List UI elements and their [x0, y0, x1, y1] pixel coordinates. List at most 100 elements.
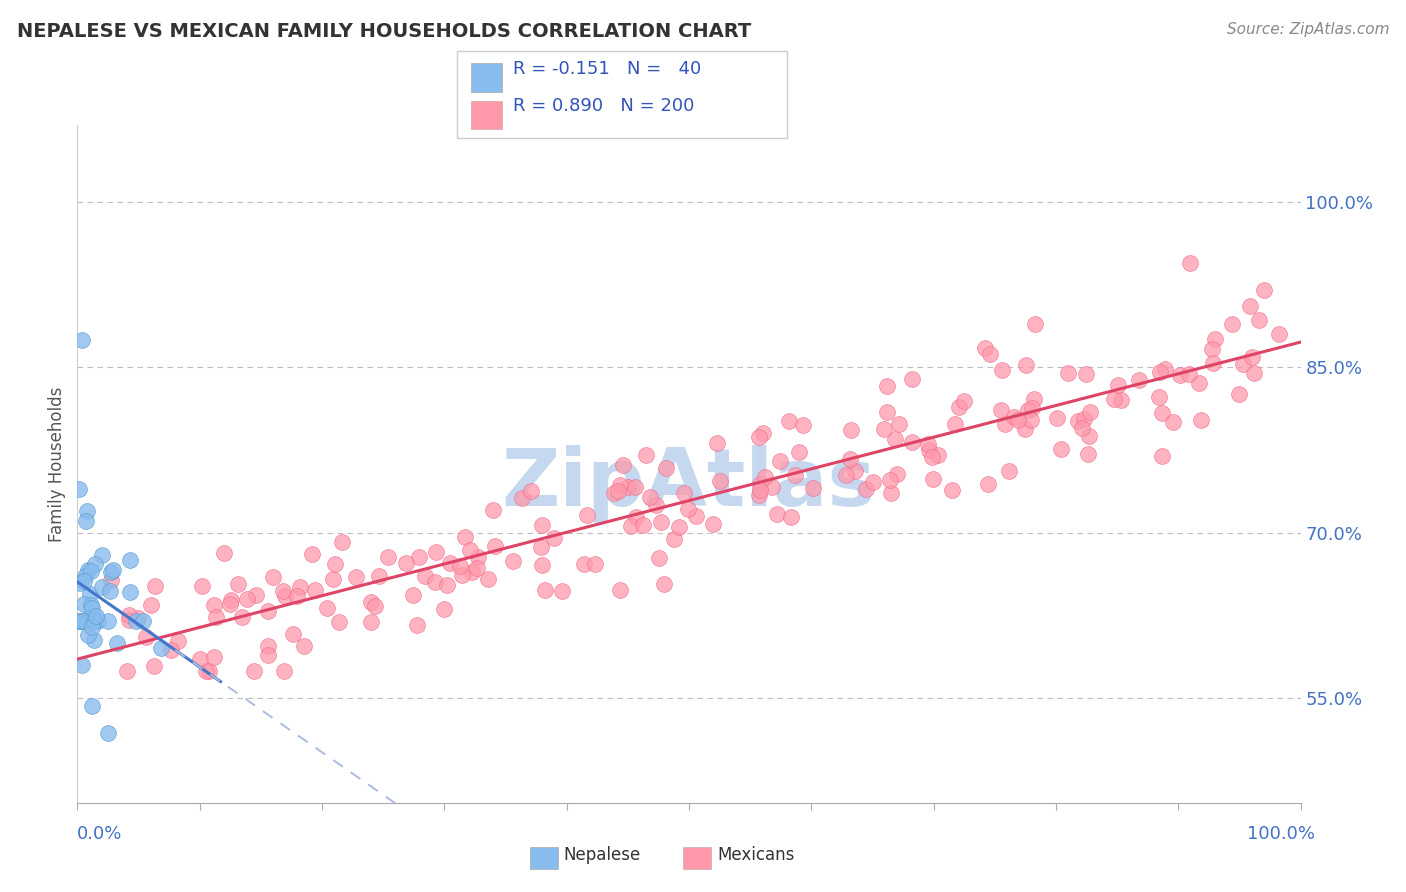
Point — [1150, 449, 1173, 463]
Point — [1268, 326, 1291, 341]
Point — [530, 517, 553, 532]
Point — [998, 464, 1021, 478]
Point — [977, 477, 1000, 491]
Point — [1180, 255, 1202, 269]
Point — [67, 614, 90, 628]
Point — [439, 556, 461, 570]
Point — [73, 597, 96, 611]
Point — [1150, 406, 1173, 420]
Point — [990, 403, 1012, 417]
Point — [127, 611, 149, 625]
Point — [673, 486, 696, 500]
Point — [921, 472, 943, 486]
Point — [917, 436, 939, 450]
Point — [454, 530, 477, 544]
Point — [583, 557, 606, 571]
Point — [344, 570, 367, 584]
Point — [394, 557, 416, 571]
Point — [245, 588, 267, 602]
Point — [73, 574, 96, 588]
Point — [534, 582, 557, 597]
Point — [1202, 356, 1225, 370]
Point — [461, 565, 484, 579]
Point — [1201, 343, 1223, 357]
Point — [323, 557, 346, 571]
Point — [1046, 410, 1069, 425]
Point — [1073, 412, 1095, 426]
Point — [607, 483, 630, 498]
Point — [118, 608, 141, 623]
Point — [1154, 362, 1177, 376]
Point — [271, 583, 294, 598]
Point — [322, 573, 344, 587]
Point — [620, 519, 643, 533]
Point — [543, 531, 565, 545]
Point — [1227, 387, 1250, 401]
Point — [655, 461, 678, 475]
Point — [197, 664, 219, 678]
Point — [754, 469, 776, 483]
Point — [315, 601, 337, 615]
Point — [1078, 429, 1101, 443]
Point — [76, 628, 98, 642]
Point — [72, 614, 94, 628]
Point — [709, 475, 731, 489]
Point — [72, 614, 94, 628]
Point — [748, 477, 770, 491]
Point — [652, 577, 675, 591]
Point — [77, 563, 100, 577]
Point — [502, 554, 524, 568]
Point — [98, 584, 121, 599]
Point — [1078, 405, 1101, 419]
Point — [1243, 366, 1265, 380]
Point — [90, 580, 112, 594]
Point — [451, 567, 474, 582]
Point — [1104, 392, 1126, 406]
Point — [83, 557, 105, 571]
Point — [1161, 415, 1184, 429]
Point — [194, 664, 217, 678]
Point — [80, 620, 103, 634]
Point — [769, 453, 792, 467]
Point — [105, 636, 128, 650]
Point — [67, 482, 90, 496]
Point — [1253, 283, 1275, 297]
Point — [82, 600, 104, 615]
Point — [262, 570, 284, 584]
Point — [484, 539, 506, 553]
Point — [1177, 367, 1199, 381]
Point — [83, 614, 105, 628]
Point — [631, 517, 654, 532]
Point — [948, 401, 970, 415]
Point — [67, 614, 90, 628]
Point — [226, 577, 249, 591]
Point — [274, 589, 297, 603]
Point — [257, 648, 280, 663]
Point — [617, 480, 640, 494]
Point — [304, 582, 326, 597]
Point — [1049, 442, 1071, 456]
Point — [706, 435, 728, 450]
Point — [1189, 413, 1212, 427]
Point — [1149, 365, 1171, 379]
Point — [69, 575, 91, 590]
Point — [886, 467, 908, 482]
Point — [292, 640, 315, 654]
Point — [979, 346, 1001, 360]
Point — [624, 480, 647, 494]
Point — [751, 425, 773, 440]
Point — [120, 585, 142, 599]
Point — [205, 610, 228, 624]
Point — [668, 520, 690, 534]
Point — [285, 589, 308, 603]
Point — [1007, 413, 1029, 427]
Point — [1015, 358, 1038, 372]
Point — [1147, 390, 1170, 404]
Point — [945, 417, 967, 432]
Point — [142, 659, 165, 673]
Point — [83, 633, 105, 648]
Point — [792, 418, 814, 433]
Point — [780, 509, 803, 524]
Point — [433, 602, 456, 616]
Point — [202, 650, 225, 665]
